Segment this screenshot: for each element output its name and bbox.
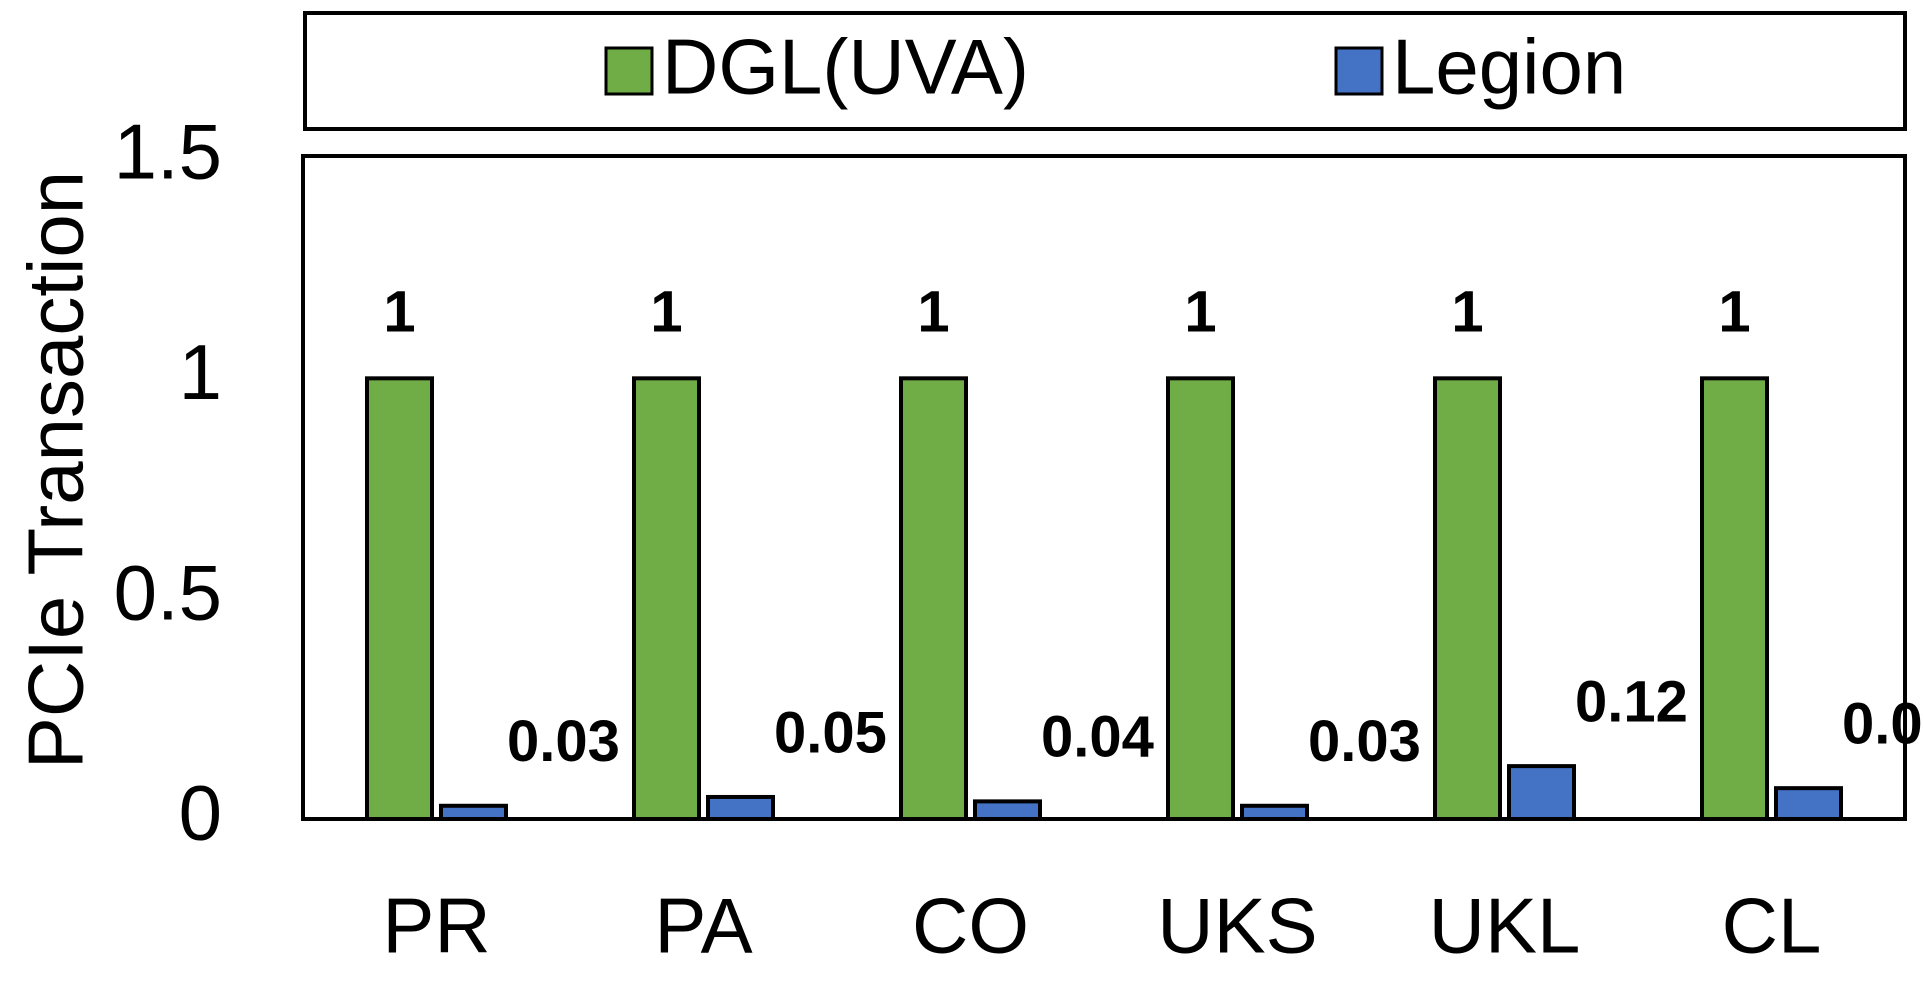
bar: [1507, 764, 1576, 821]
value-label: 0.05: [774, 700, 887, 765]
value-label: 1: [1718, 280, 1750, 345]
bar: [632, 376, 701, 821]
bar: [1700, 376, 1769, 821]
bar: [365, 376, 434, 821]
x-tick-label: CL: [1722, 882, 1822, 970]
value-label: 1: [917, 280, 949, 345]
y-tick-label: 1: [179, 328, 222, 416]
legend-swatch: [1334, 46, 1384, 96]
value-label: 1: [650, 280, 682, 345]
legend-swatch: [604, 46, 654, 96]
value-label: 1: [1451, 280, 1483, 345]
value-label: 0.07: [1842, 691, 1924, 756]
y-tick-label: 0.5: [114, 548, 222, 636]
legend-label: Legion: [1392, 23, 1626, 111]
value-label: 0.12: [1575, 669, 1688, 734]
legend-box: [303, 11, 1907, 131]
x-tick-label: PR: [382, 882, 490, 970]
x-tick-label: CO: [912, 882, 1029, 970]
bar: [1774, 786, 1843, 821]
legend-label: DGL(UVA): [662, 23, 1029, 111]
value-label: 1: [1184, 280, 1216, 345]
value-label: 0.03: [507, 709, 620, 774]
x-tick-label: PA: [654, 882, 752, 970]
x-tick-label: UKL: [1429, 882, 1581, 970]
x-tick-label: UKS: [1157, 882, 1317, 970]
bar: [1166, 376, 1235, 821]
y-tick-label: 0: [179, 769, 222, 857]
bar: [1433, 376, 1502, 821]
bar: [899, 376, 968, 821]
value-label: 1: [383, 280, 415, 345]
y-axis-title: PCIe Transaction: [12, 171, 100, 769]
value-label: 0.04: [1041, 705, 1154, 770]
bar: [973, 799, 1042, 822]
value-label: 0.03: [1308, 709, 1421, 774]
bar: [706, 794, 775, 822]
y-tick-label: 1.5: [114, 108, 222, 196]
